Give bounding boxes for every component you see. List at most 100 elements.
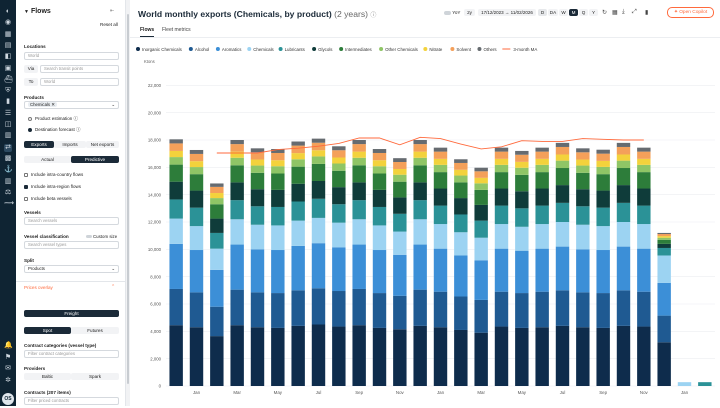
stacked-bar-segment[interactable]: [393, 231, 407, 255]
bookmark-icon[interactable]: ▮: [6, 98, 10, 106]
granularity-q[interactable]: Q: [579, 9, 588, 16]
stacked-bar-segment[interactable]: [576, 189, 590, 207]
stacked-bar-segment[interactable]: [677, 382, 692, 386]
range-2y-button[interactable]: 2y: [464, 9, 475, 16]
stacked-bar-segment[interactable]: [210, 269, 224, 307]
stacked-bar-segment[interactable]: [271, 225, 285, 251]
stacked-bar-segment[interactable]: [393, 254, 407, 296]
tab-baltic[interactable]: Baltic: [24, 373, 71, 380]
legend-item-8[interactable]: Nitrate: [429, 47, 442, 52]
stacked-bar-segment[interactable]: [535, 188, 549, 206]
stacked-bar-segment[interactable]: [535, 327, 549, 386]
route-icon[interactable]: ⟿: [4, 200, 15, 208]
stacked-bar-segment[interactable]: [372, 327, 387, 386]
stacked-bar-segment[interactable]: [271, 293, 285, 328]
stacked-bar-segment[interactable]: [413, 182, 427, 201]
stacked-bar-segment[interactable]: [189, 167, 204, 175]
legend-swatch-5[interactable]: [312, 47, 317, 51]
legend-item-4[interactable]: Lubricants: [285, 47, 306, 52]
bar-chart-icon[interactable]: ▥: [4, 132, 12, 140]
stacked-bar-segment[interactable]: [474, 204, 488, 221]
legend-swatch-1[interactable]: [188, 47, 193, 51]
stacked-bar-segment[interactable]: [332, 247, 346, 292]
info-icon[interactable]: ⓘ: [370, 13, 377, 19]
legend-item-7[interactable]: Other Chemicals: [385, 47, 419, 52]
stacked-bar-segment[interactable]: [637, 205, 651, 225]
legend-swatch-0[interactable]: [136, 47, 140, 51]
via-input[interactable]: Search transit points: [40, 65, 119, 73]
stacked-bar-segment[interactable]: [433, 248, 448, 292]
stacked-bar-segment[interactable]: [596, 174, 610, 191]
stacked-bar-segment[interactable]: [169, 199, 183, 219]
legend-swatch-6[interactable]: [339, 47, 344, 51]
stacked-bar-segment[interactable]: [555, 325, 570, 386]
stacked-bar-segment[interactable]: [352, 288, 366, 326]
stacked-bar-segment[interactable]: [169, 139, 183, 144]
stacked-bar-segment[interactable]: [189, 292, 204, 328]
legend-item-5[interactable]: Glycols: [318, 47, 333, 52]
stacked-bar-segment[interactable]: [311, 156, 326, 164]
stacked-bar-segment[interactable]: [515, 167, 529, 175]
stacked-bar-segment[interactable]: [515, 327, 529, 386]
reset-all-button[interactable]: Reset all: [100, 22, 118, 27]
stacked-bar-segment[interactable]: [515, 208, 529, 227]
contracts-input[interactable]: Filter priced contracts: [24, 397, 119, 405]
stacked-bar-segment[interactable]: [210, 183, 224, 187]
stacked-bar-segment[interactable]: [433, 147, 448, 152]
stacked-bar-segment[interactable]: [311, 324, 326, 387]
stacked-bar-segment[interactable]: [250, 148, 265, 153]
stacked-bar-segment[interactable]: [250, 206, 265, 225]
toggle-icon[interactable]: [444, 11, 451, 15]
stacked-bar-segment[interactable]: [637, 147, 651, 152]
stacked-bar-segment[interactable]: [433, 151, 448, 159]
stacked-bar-segment[interactable]: [352, 165, 366, 183]
stacked-bar-segment[interactable]: [230, 144, 244, 152]
stacked-bar-segment[interactable]: [474, 177, 488, 184]
stacked-bar-segment[interactable]: [332, 222, 346, 248]
stacked-bar-segment[interactable]: [189, 161, 204, 168]
stacked-bar-segment[interactable]: [189, 174, 204, 191]
stacked-bar-segment[interactable]: [474, 171, 488, 178]
stacked-bar-segment[interactable]: [372, 293, 387, 328]
stacked-bar-segment[interactable]: [169, 181, 183, 200]
stacked-bar-segment[interactable]: [291, 201, 305, 221]
stacked-bar-segment[interactable]: [372, 250, 387, 294]
stacked-bar-segment[interactable]: [576, 249, 590, 293]
expand-icon[interactable]: ⤢: [632, 9, 637, 15]
stacked-bar-segment[interactable]: [616, 246, 631, 291]
stacked-bar-segment[interactable]: [352, 200, 366, 220]
stacked-bar-segment[interactable]: [210, 186, 224, 194]
stacked-bar-segment[interactable]: [616, 325, 631, 386]
stacked-bar-segment[interactable]: [596, 149, 610, 154]
stacked-bar-segment[interactable]: [515, 174, 529, 192]
stacked-bar-segment[interactable]: [515, 154, 529, 162]
stacked-bar-segment[interactable]: [271, 149, 285, 153]
stacked-bar-segment[interactable]: [352, 140, 366, 145]
stacked-bar-segment[interactable]: [413, 151, 427, 158]
stacked-bar-segment[interactable]: [413, 244, 427, 290]
settings-icon[interactable]: ✲: [5, 376, 11, 384]
stacked-bar-segment[interactable]: [230, 200, 244, 220]
legend-item-9[interactable]: Solvent: [456, 47, 471, 52]
stacked-bar-segment[interactable]: [332, 187, 346, 205]
stacked-bar-segment[interactable]: [454, 175, 468, 183]
legend-swatch-3[interactable]: [247, 47, 252, 51]
products-input[interactable]: Chemicals ✕ ⌄: [24, 101, 119, 109]
stacked-bar-segment[interactable]: [596, 166, 610, 175]
stacked-bar-segment[interactable]: [454, 232, 468, 256]
stacked-bar-segment[interactable]: [616, 154, 631, 161]
stacked-bar-segment[interactable]: [393, 295, 407, 330]
stacked-bar-segment[interactable]: [535, 224, 549, 249]
stacked-bar-segment[interactable]: [189, 207, 204, 227]
stacked-bar-segment[interactable]: [352, 151, 366, 158]
stacked-bar-segment[interactable]: [189, 153, 204, 162]
stacked-bar-segment[interactable]: [433, 188, 448, 206]
building-icon[interactable]: ▥: [4, 177, 12, 185]
stacked-bar-segment[interactable]: [576, 206, 590, 225]
stacked-bar-segment[interactable]: [413, 165, 427, 183]
stacked-bar-segment[interactable]: [596, 250, 610, 294]
stacked-bar-segment[interactable]: [413, 289, 427, 326]
stacked-bar-segment[interactable]: [413, 325, 427, 386]
stacked-bar-segment[interactable]: [474, 189, 488, 205]
stacked-bar-segment[interactable]: [555, 142, 570, 147]
